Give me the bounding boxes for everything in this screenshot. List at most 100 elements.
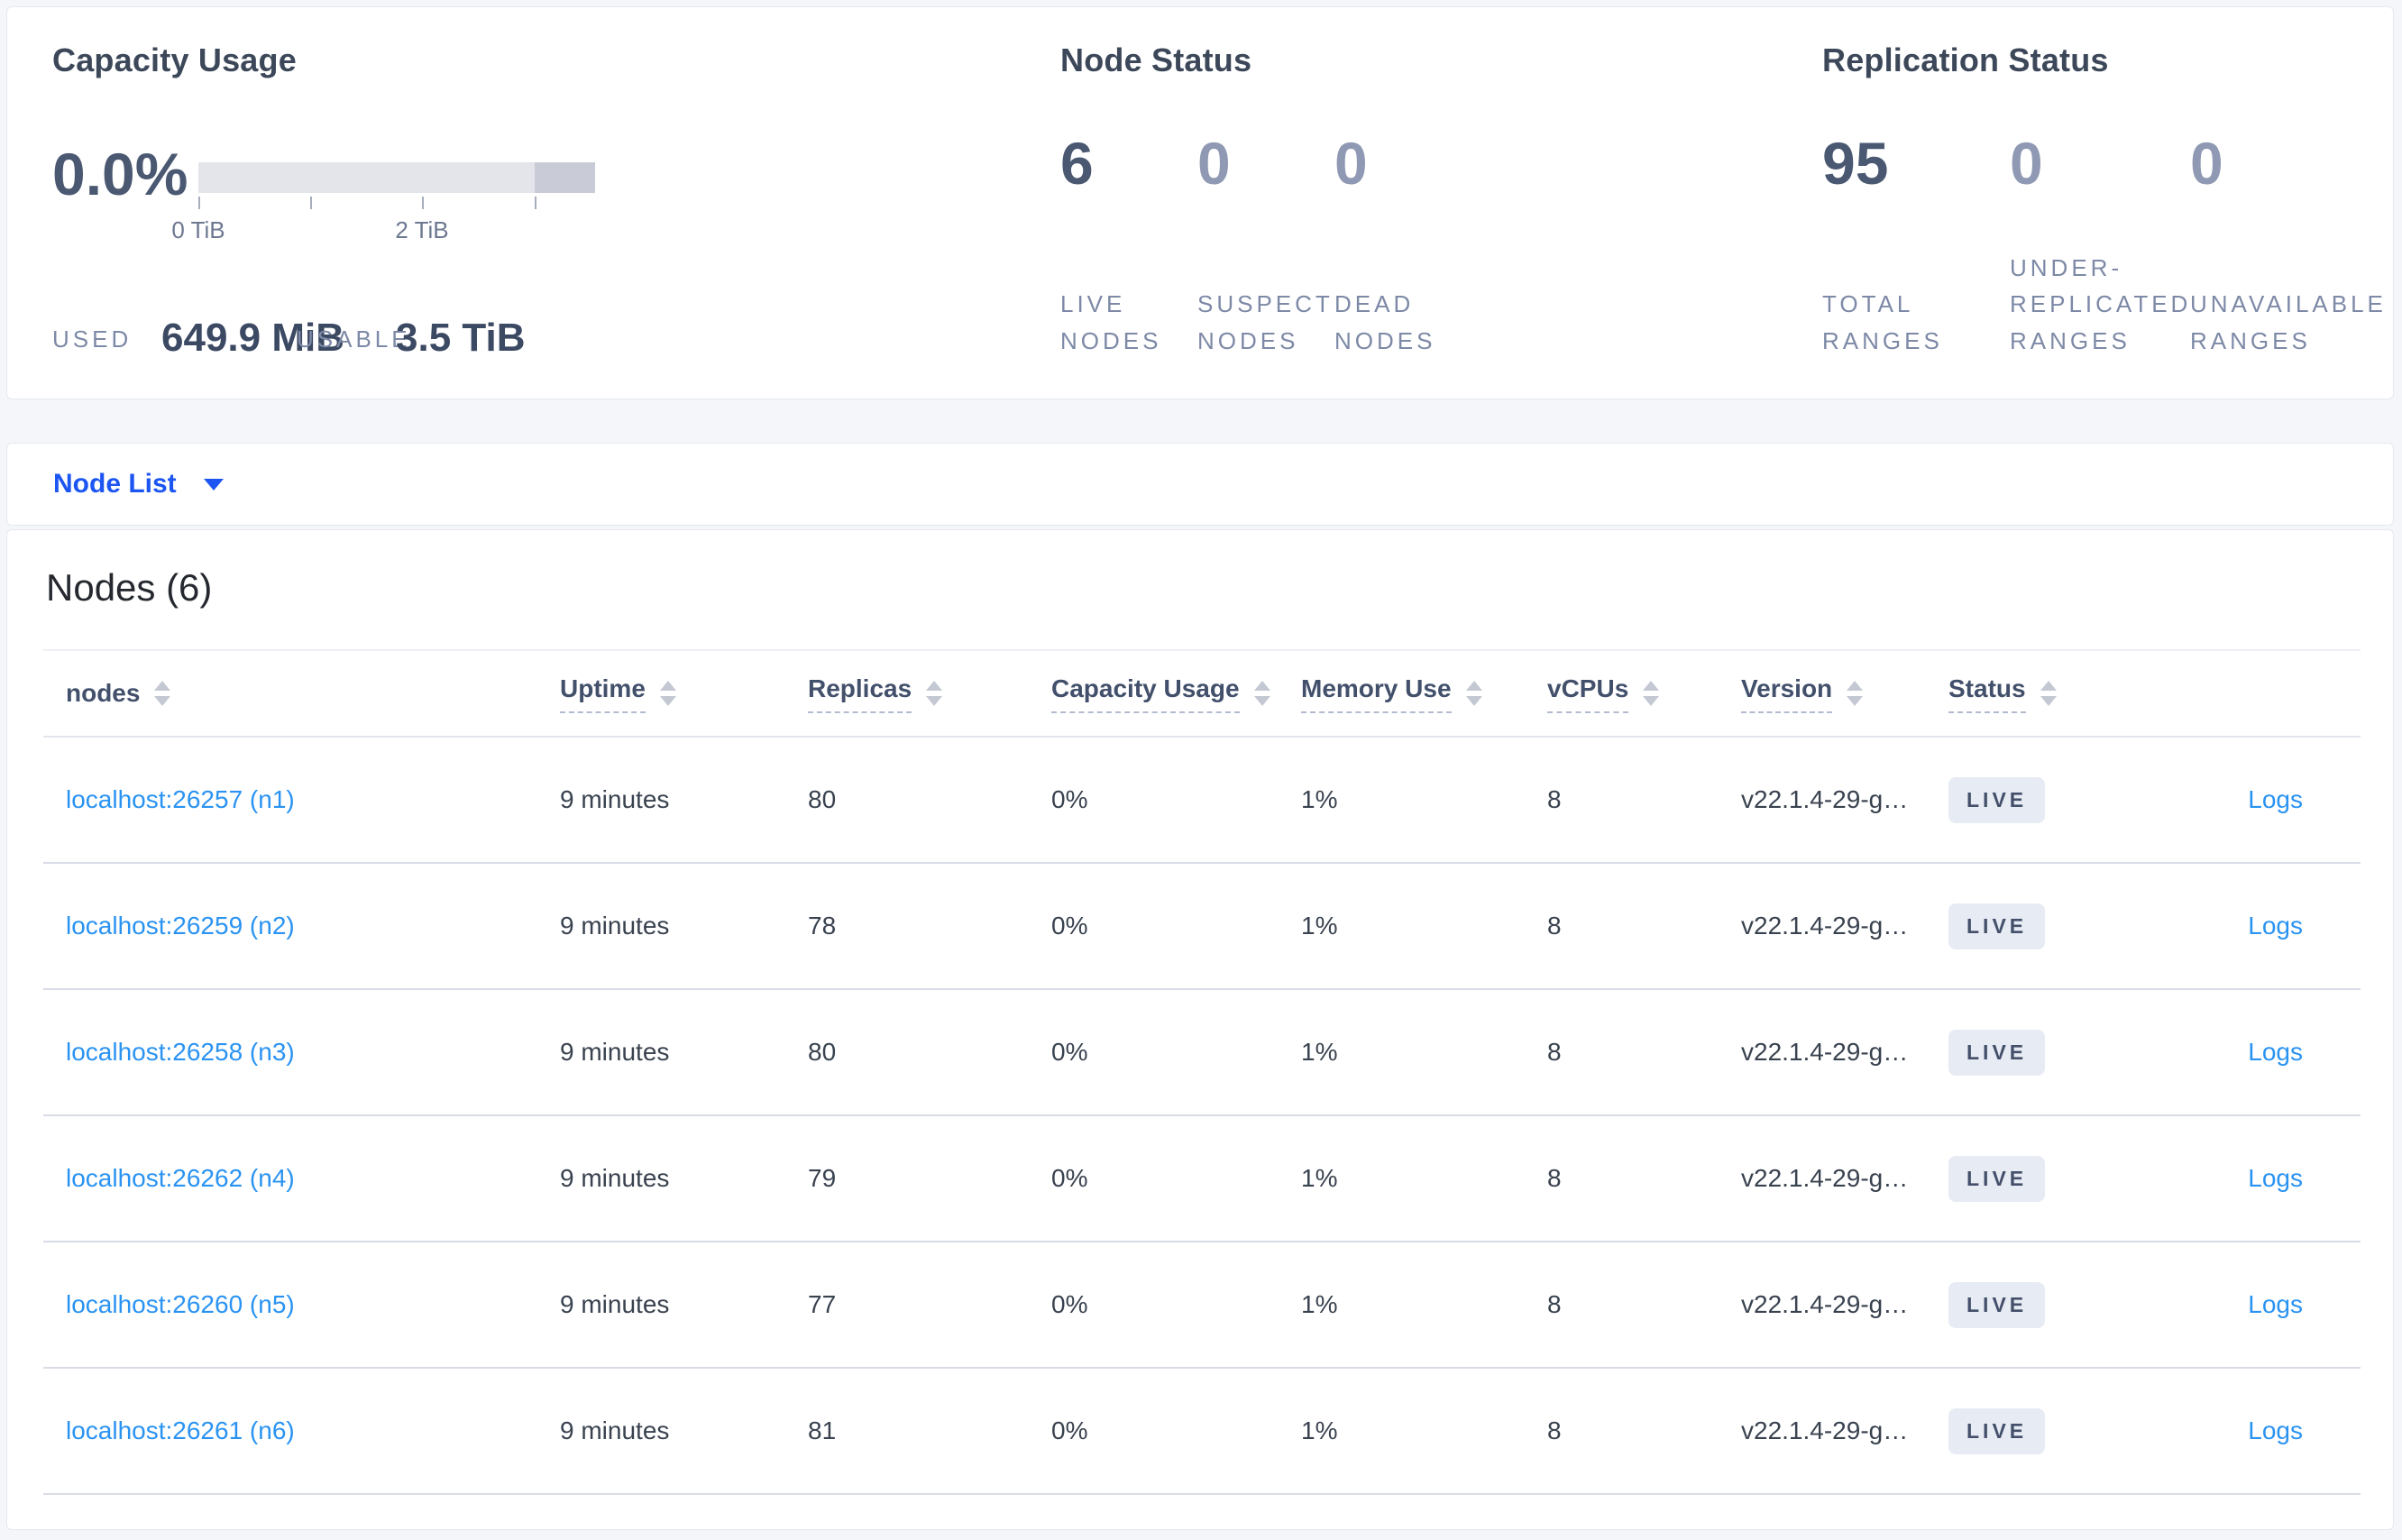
vcpus-cell: 8 xyxy=(1547,912,1562,940)
column-header-uptime[interactable]: Uptime xyxy=(560,674,808,713)
sort-icon xyxy=(1643,681,1660,706)
memory-cell: 1% xyxy=(1301,785,1338,813)
suspect-nodes-label: SUSPECT NODES xyxy=(1197,290,1334,354)
axis-label-0: 0 TiB xyxy=(171,216,225,243)
sort-icon xyxy=(1253,681,1270,706)
total-ranges-value: 95 xyxy=(1822,130,1889,197)
live-nodes-value: 6 xyxy=(1060,130,1094,197)
live-nodes-stat: 6 LIVE NODES xyxy=(1060,133,1197,359)
node-link[interactable]: localhost:26257 (n1) xyxy=(66,785,295,813)
column-header-capacity-usage[interactable]: Capacity Usage xyxy=(1051,674,1301,713)
version-cell: v22.1.4-29-g… xyxy=(1741,912,1909,940)
replicas-cell: 80 xyxy=(808,1038,837,1066)
node-link[interactable]: localhost:26262 (n4) xyxy=(66,1164,295,1192)
usable-value: 3.5 TiB xyxy=(396,316,526,360)
replication-status-section: Replication Status 95 TOTAL RANGES 0 UND… xyxy=(1822,7,2399,399)
column-header-replicas[interactable]: Replicas xyxy=(808,674,1051,713)
chevron-down-icon xyxy=(203,478,224,490)
summary-panel: Capacity Usage 0.0% 0 TiB 2 TiB USED 649… xyxy=(6,6,2394,399)
logs-link[interactable]: Logs xyxy=(2248,1038,2303,1066)
column-header-version[interactable]: Version xyxy=(1741,674,1948,713)
live-nodes-label: LIVE NODES xyxy=(1060,290,1162,354)
unavailable-ranges-value: 0 xyxy=(2190,130,2223,197)
logs-link[interactable]: Logs xyxy=(2248,785,2303,813)
capacity-usage-section: Capacity Usage 0.0% 0 TiB 2 TiB USED 649… xyxy=(52,7,647,399)
table-header-row: nodes Uptime Replicas Capacity Usage Mem… xyxy=(43,649,2361,738)
usable-label: USABLE xyxy=(297,325,411,353)
used-label: USED xyxy=(52,325,133,353)
total-ranges-label: TOTAL RANGES xyxy=(1822,290,1943,354)
unavailable-ranges-stat: 0 UNAVAILABLE RANGES xyxy=(2190,133,2402,359)
memory-cell: 1% xyxy=(1301,1038,1338,1066)
capacity-cell: 0% xyxy=(1051,912,1088,940)
replication-stats: 95 TOTAL RANGES 0 UNDER-REPLICATED RANGE… xyxy=(1822,133,2402,359)
axis-tick xyxy=(198,197,200,209)
suspect-nodes-stat: 0 SUSPECT NODES xyxy=(1197,133,1334,359)
sort-icon xyxy=(659,681,676,706)
uptime-cell: 9 minutes xyxy=(560,912,670,940)
under-replicated-ranges-value: 0 xyxy=(2010,130,2043,197)
logs-link[interactable]: Logs xyxy=(2248,1164,2303,1192)
node-status-section: Node Status 6 LIVE NODES 0 SUSPECT NODES… xyxy=(1060,7,1565,399)
table-row: localhost:26258 (n3) 9 minutes 80 0% 1% … xyxy=(43,990,2361,1116)
column-header-status[interactable]: Status xyxy=(1948,674,2174,713)
column-header-memory-use[interactable]: Memory Use xyxy=(1301,674,1547,713)
vcpus-cell: 8 xyxy=(1547,1290,1562,1318)
uptime-cell: 9 minutes xyxy=(560,1164,670,1192)
version-cell: v22.1.4-29-g… xyxy=(1741,785,1909,813)
node-list-dropdown[interactable]: Node List xyxy=(53,444,224,525)
view-selector-panel: Node List xyxy=(6,443,2394,526)
logs-link[interactable]: Logs xyxy=(2248,1416,2303,1444)
axis-label-2: 2 TiB xyxy=(395,216,449,243)
table-row: localhost:26259 (n2) 9 minutes 78 0% 1% … xyxy=(43,864,2361,990)
capacity-gauge: 0 TiB 2 TiB xyxy=(171,162,595,243)
capacity-cell: 0% xyxy=(1051,785,1088,813)
used-value: 649.9 MiB xyxy=(161,316,344,360)
capacity-cell: 0% xyxy=(1051,1416,1088,1444)
status-badge: LIVE xyxy=(1948,1281,2046,1328)
axis-tick xyxy=(422,197,424,209)
vcpus-cell: 8 xyxy=(1547,1038,1562,1066)
logs-link[interactable]: Logs xyxy=(2248,1290,2303,1318)
node-link[interactable]: localhost:26261 (n6) xyxy=(66,1416,295,1444)
logs-link[interactable]: Logs xyxy=(2248,912,2303,940)
vcpus-cell: 8 xyxy=(1547,785,1562,813)
node-status-title: Node Status xyxy=(1060,41,1252,78)
under-replicated-ranges-stat: 0 UNDER-REPLICATED RANGES xyxy=(2010,133,2190,359)
node-link[interactable]: localhost:26258 (n3) xyxy=(66,1038,295,1066)
status-badge: LIVE xyxy=(1948,1029,2046,1076)
version-cell: v22.1.4-29-g… xyxy=(1741,1038,1909,1066)
node-status-stats: 6 LIVE NODES 0 SUSPECT NODES 0 DEAD NODE… xyxy=(1060,133,1471,359)
sort-icon xyxy=(926,681,943,706)
nodes-table: nodes Uptime Replicas Capacity Usage Mem… xyxy=(43,649,2361,1495)
capacity-percent: 0.0% xyxy=(52,141,188,207)
node-list-dropdown-label: Node List xyxy=(53,469,177,499)
table-row: localhost:26261 (n6) 9 minutes 81 0% 1% … xyxy=(43,1369,2361,1495)
status-badge: LIVE xyxy=(1948,1155,2046,1202)
uptime-cell: 9 minutes xyxy=(560,1290,670,1318)
dead-nodes-stat: 0 DEAD NODES xyxy=(1334,133,1471,359)
replicas-cell: 79 xyxy=(808,1164,837,1192)
replicas-cell: 81 xyxy=(808,1416,837,1444)
status-badge: LIVE xyxy=(1948,1407,2046,1454)
uptime-cell: 9 minutes xyxy=(560,1038,670,1066)
memory-cell: 1% xyxy=(1301,1290,1338,1318)
table-row: localhost:26257 (n1) 9 minutes 80 0% 1% … xyxy=(43,738,2361,864)
replicas-cell: 80 xyxy=(808,785,837,813)
node-link[interactable]: localhost:26259 (n2) xyxy=(66,912,295,940)
uptime-cell: 9 minutes xyxy=(560,785,670,813)
axis-tick xyxy=(310,197,312,209)
memory-cell: 1% xyxy=(1301,912,1338,940)
vcpus-cell: 8 xyxy=(1547,1164,1562,1192)
suspect-nodes-value: 0 xyxy=(1197,130,1231,197)
column-header-vcpus[interactable]: vCPUs xyxy=(1547,674,1741,713)
replicas-cell: 78 xyxy=(808,912,837,940)
replication-status-title: Replication Status xyxy=(1822,41,2109,78)
sort-icon xyxy=(154,681,171,706)
column-header-nodes[interactable]: nodes xyxy=(66,679,560,708)
node-link[interactable]: localhost:26260 (n5) xyxy=(66,1290,295,1318)
nodes-table-title: Nodes (6) xyxy=(46,566,213,609)
vcpus-cell: 8 xyxy=(1547,1416,1562,1444)
capacity-bar-track xyxy=(198,162,595,193)
